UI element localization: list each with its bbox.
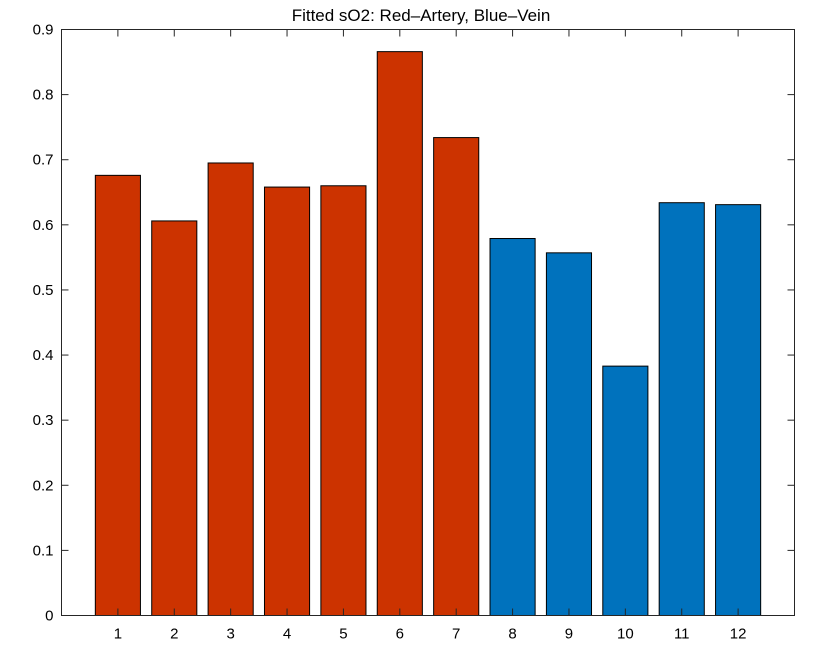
y-tick-label: 0.8 <box>33 87 54 104</box>
y-tick-label: 0.1 <box>33 542 54 559</box>
bar-6 <box>376 51 423 616</box>
ticks-layer: 1 2 3 4 5 6 7 8 9 10 11 1200.10.20.30.40.50.60.70.8… <box>33 22 795 643</box>
x-tick-label: 8 <box>508 626 516 643</box>
chart-title: Fitted sO2: Red–Artery, Blue–Vein <box>292 6 551 25</box>
bar-3 <box>207 162 254 616</box>
x-tick-label: 3 <box>226 626 234 643</box>
bars-layer <box>94 51 762 617</box>
y-tick-label: 0.3 <box>33 412 54 429</box>
bar-7 <box>433 137 480 617</box>
bar-9 <box>545 252 593 617</box>
plot-area-border <box>61 29 795 616</box>
x-tick-label: 2 <box>170 626 178 643</box>
bar-5 <box>320 185 367 617</box>
bar-12 <box>715 204 762 616</box>
bar-2 <box>151 220 198 616</box>
y-tick-label: 0.2 <box>33 477 54 494</box>
x-tick-label: 4 <box>283 626 291 643</box>
x-tick-label: 6 <box>396 626 404 643</box>
bar-8 <box>489 238 536 616</box>
x-tick-label: 12 <box>730 626 747 643</box>
x-tick-label: 9 <box>565 626 573 643</box>
y-tick-label: 0.6 <box>33 217 54 234</box>
bar-11 <box>658 202 705 616</box>
y-tick-label: 0.9 <box>33 22 54 39</box>
bar-10 <box>602 365 649 616</box>
x-tick-label: 11 <box>674 626 690 643</box>
y-tick-label: 0 <box>45 608 53 625</box>
y-tick-label: 0.5 <box>33 282 54 299</box>
bar-1 <box>94 174 141 616</box>
x-tick-label: 1 <box>114 626 122 643</box>
x-tick-label: 7 <box>452 626 460 643</box>
y-tick-label: 0.7 <box>33 152 54 169</box>
x-tick-label: 10 <box>617 626 634 643</box>
y-tick-label: 0.4 <box>33 347 54 364</box>
bar-4 <box>263 186 311 616</box>
x-tick-label: 5 <box>339 626 347 643</box>
